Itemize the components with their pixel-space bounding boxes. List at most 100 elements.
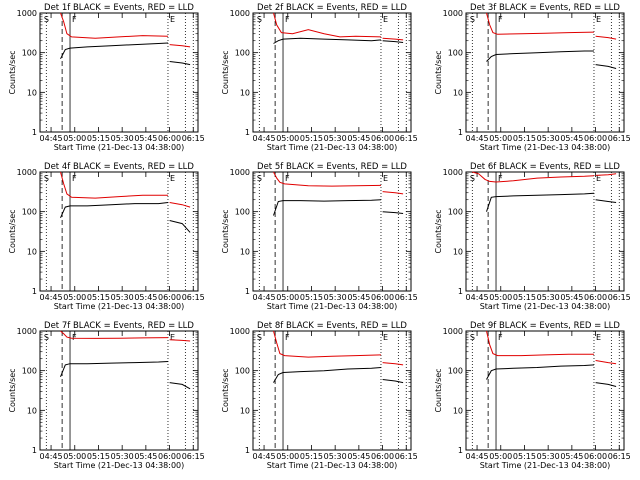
marker-S: S	[44, 333, 49, 342]
x-tick-label: 05:00	[63, 452, 86, 461]
y-tick-label: 1	[458, 287, 463, 296]
x-axis-label: Start Time (21-Dec-13 04:38:00)	[54, 302, 185, 311]
series-events-line	[382, 379, 404, 384]
x-tick-label: 05:15	[513, 134, 536, 143]
series-events-line	[169, 382, 191, 390]
marker-E: E	[596, 15, 601, 24]
plot-frame	[252, 171, 412, 292]
series-lld-line	[60, 12, 169, 39]
y-tick-label: 1	[245, 128, 250, 137]
chart-title: Det 6f BLACK = Events, RED = LLD	[470, 162, 620, 172]
x-tick-label: 05:15	[513, 452, 536, 461]
y-tick-label: 10	[240, 88, 250, 97]
chart-title: Det 7f BLACK = Events, RED = LLD	[44, 321, 194, 331]
y-tick-label: 10	[27, 88, 37, 97]
x-tick-label: 05:45	[134, 134, 157, 143]
marker-E: E	[383, 333, 388, 342]
x-tick-label: 04:45	[253, 452, 276, 461]
series-lld-line	[169, 202, 191, 208]
chart-title: Det 5f BLACK = Events, RED = LLD	[257, 162, 407, 172]
series-events-line	[486, 50, 594, 62]
x-tick-label: 04:45	[40, 293, 63, 302]
chart-panel-7: Det 7f BLACK = Events, RED = LLD 1 10 100 10…	[8, 321, 205, 470]
series-events-line	[595, 382, 617, 387]
y-tick-label: 10	[453, 406, 463, 415]
y-tick-label: 1000	[443, 168, 463, 177]
x-tick-label: 06:00	[371, 452, 394, 461]
y-tick-label: 100	[235, 367, 250, 376]
chart-panel-4: Det 4f BLACK = Events, RED = LLD 1 10 100 10…	[8, 162, 205, 311]
x-tick-label: 06:15	[182, 134, 205, 143]
series-events-line	[486, 192, 595, 212]
x-tick-label: 05:00	[63, 293, 86, 302]
x-axis-label: Start Time (21-Dec-13 04:38:00)	[480, 461, 611, 470]
y-axis-label: Counts/sec	[221, 368, 230, 412]
series-lld-line	[382, 191, 404, 195]
marker-F: F	[285, 333, 290, 342]
x-tick-label: 06:15	[182, 293, 205, 302]
x-tick-label: 06:15	[608, 452, 631, 461]
y-tick-label: 1000	[443, 9, 463, 18]
marker-F: F	[285, 15, 290, 24]
x-tick-label: 06:15	[395, 452, 418, 461]
x-axis-label: Start Time (21-Dec-13 04:38:00)	[54, 461, 185, 470]
marker-E: E	[596, 174, 601, 183]
series-lld-line	[382, 362, 404, 366]
series-events-line	[60, 361, 169, 377]
marker-E: E	[170, 174, 175, 183]
marker-E: E	[383, 15, 388, 24]
x-tick-label: 05:45	[560, 452, 583, 461]
x-tick-label: 06:00	[158, 452, 181, 461]
marker-E: E	[383, 174, 388, 183]
chart-title: Det 2f BLACK = Events, RED = LLD	[257, 3, 407, 13]
marker-F: F	[72, 15, 77, 24]
series-events-line	[60, 202, 169, 219]
chart-title: Det 8f BLACK = Events, RED = LLD	[257, 321, 407, 331]
series-lld-line	[169, 44, 191, 48]
marker-F: F	[285, 174, 290, 183]
y-tick-label: 10	[453, 88, 463, 97]
y-tick-label: 1	[245, 446, 250, 455]
series-events-line	[595, 64, 617, 69]
y-tick-label: 1000	[443, 327, 463, 336]
x-tick-label: 05:45	[560, 134, 583, 143]
y-tick-label: 1000	[17, 168, 37, 177]
series-events-line	[382, 211, 404, 214]
x-tick-label: 05:15	[87, 293, 110, 302]
y-axis-label: Counts/sec	[434, 209, 443, 253]
x-tick-label: 06:00	[371, 134, 394, 143]
x-tick-label: 05:30	[324, 293, 347, 302]
y-tick-label: 1	[458, 446, 463, 455]
marker-S: S	[44, 15, 49, 24]
x-tick-label: 05:00	[489, 293, 512, 302]
chart-panel-9: Det 9f BLACK = Events, RED = LLD 1 10 100 10…	[434, 321, 631, 470]
x-tick-label: 06:15	[608, 293, 631, 302]
chart-panel-2: Det 2f BLACK = Events, RED = LLD 1 10 100 10…	[221, 3, 418, 152]
x-axis-label: Start Time (21-Dec-13 04:38:00)	[480, 302, 611, 311]
marker-F: F	[498, 15, 503, 24]
x-tick-label: 05:30	[537, 134, 560, 143]
marker-S: S	[257, 174, 262, 183]
series-lld-line	[273, 330, 382, 358]
series-lld-line	[472, 171, 595, 183]
x-tick-label: 05:45	[134, 452, 157, 461]
x-tick-label: 05:15	[87, 452, 110, 461]
y-tick-label: 1000	[230, 168, 250, 177]
y-axis-label: Counts/sec	[8, 368, 17, 412]
x-tick-label: 05:30	[111, 452, 134, 461]
x-tick-label: 05:45	[134, 293, 157, 302]
y-tick-label: 100	[22, 367, 37, 376]
x-tick-label: 04:45	[253, 293, 276, 302]
chart-title: Det 9f BLACK = Events, RED = LLD	[470, 321, 620, 331]
y-axis-label: Counts/sec	[434, 368, 443, 412]
y-tick-label: 10	[453, 247, 463, 256]
x-tick-label: 06:00	[158, 293, 181, 302]
x-tick-label: 05:15	[300, 293, 323, 302]
marker-F: F	[72, 333, 77, 342]
y-tick-label: 100	[22, 208, 37, 217]
plot-frame	[39, 330, 199, 451]
x-tick-label: 05:15	[513, 293, 536, 302]
chart-title: Det 3f BLACK = Events, RED = LLD	[470, 3, 620, 13]
x-tick-label: 06:15	[182, 452, 205, 461]
x-tick-label: 06:15	[395, 293, 418, 302]
